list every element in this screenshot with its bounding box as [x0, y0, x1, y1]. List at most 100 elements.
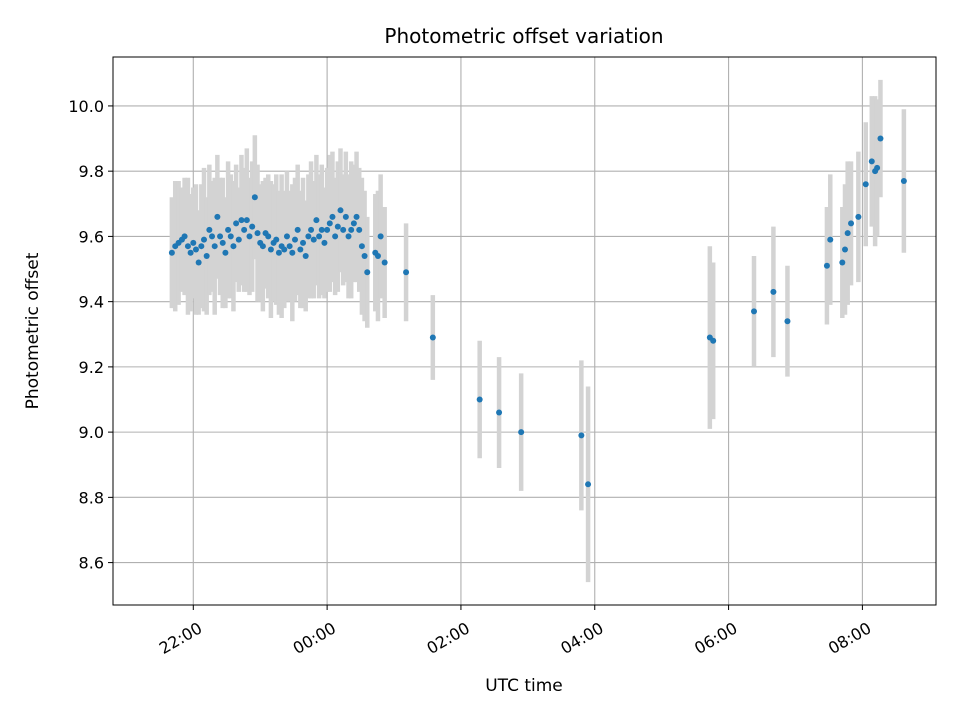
data-point [283, 233, 290, 240]
data-point [190, 239, 197, 246]
data-point [198, 243, 205, 250]
data-point [350, 220, 357, 227]
data-point [900, 177, 907, 184]
y-tick-label: 10.0 [68, 97, 104, 116]
data-point [206, 226, 213, 233]
data-point [361, 252, 368, 259]
data-point [238, 217, 245, 224]
data-point [249, 223, 256, 230]
data-point [168, 249, 175, 256]
data-point [192, 246, 199, 253]
data-point [710, 337, 717, 344]
data-point [374, 252, 381, 259]
data-point [184, 243, 191, 250]
data-point [286, 243, 293, 250]
data-point [345, 233, 352, 240]
data-point [334, 223, 341, 230]
data-point [842, 246, 849, 253]
data-point [211, 243, 218, 250]
data-point [358, 243, 365, 250]
data-point [181, 233, 188, 240]
data-point [259, 243, 266, 250]
data-point [770, 288, 777, 295]
data-point [578, 432, 585, 439]
data-point [332, 233, 339, 240]
data-point [377, 233, 384, 240]
data-point [877, 135, 884, 142]
data-point [318, 226, 325, 233]
data-point [222, 249, 229, 256]
data-point [784, 318, 791, 325]
data-point [230, 243, 237, 250]
data-point [329, 213, 336, 220]
y-tick-label: 9.8 [79, 162, 104, 181]
data-point [235, 236, 242, 243]
data-point [225, 226, 232, 233]
data-point [874, 164, 881, 171]
x-axis-title: UTC time [485, 676, 563, 696]
data-point [233, 220, 240, 227]
data-point [340, 226, 347, 233]
data-point [429, 334, 436, 341]
y-tick-label: 9.4 [79, 293, 104, 312]
data-point [585, 481, 592, 488]
plot-frame [112, 56, 937, 606]
data-point [302, 252, 309, 259]
data-point [868, 158, 875, 165]
data-point [251, 194, 258, 201]
data-point [243, 217, 250, 224]
data-point [844, 230, 851, 237]
data-point [217, 233, 224, 240]
data-point [289, 249, 296, 256]
data-point [348, 226, 355, 233]
data-point [321, 239, 328, 246]
y-axis: 8.6 8.8 9.0 9.2 9.4 9.6 9.8 10.0 [68, 97, 113, 573]
data-point [313, 217, 320, 224]
y-tick-label: 8.6 [79, 554, 104, 573]
data-point [273, 236, 280, 243]
data-point [297, 246, 304, 253]
data-point [316, 233, 323, 240]
data-point [839, 259, 846, 266]
data-point [356, 226, 363, 233]
y-tick-label: 9.0 [79, 423, 104, 442]
data-point [308, 226, 315, 233]
data-point [294, 226, 301, 233]
y-axis-title: Photometric offset [23, 252, 43, 409]
data-point [187, 249, 194, 256]
data-point [827, 236, 834, 243]
data-point [291, 236, 298, 243]
data-point [855, 213, 862, 220]
data-point [751, 308, 758, 315]
data-point [476, 396, 483, 403]
data-point [324, 226, 331, 233]
data-points [168, 135, 907, 488]
data-point [403, 269, 410, 276]
data-point [227, 233, 234, 240]
data-point [823, 262, 830, 269]
data-point [219, 239, 226, 246]
y-tick-label: 9.6 [79, 227, 104, 246]
data-point [848, 220, 855, 227]
data-point [337, 207, 344, 214]
data-point [496, 409, 503, 416]
data-point [326, 220, 333, 227]
data-point [364, 269, 371, 276]
data-point [265, 233, 272, 240]
grid [113, 57, 936, 605]
data-point [241, 226, 248, 233]
data-point [246, 233, 253, 240]
data-point [214, 213, 221, 220]
data-point [275, 249, 282, 256]
data-point [254, 230, 261, 237]
data-point [310, 236, 317, 243]
data-point [305, 233, 312, 240]
data-point [300, 239, 307, 246]
data-point [342, 213, 349, 220]
data-point [267, 246, 274, 253]
data-point [209, 233, 216, 240]
data-point [200, 236, 207, 243]
data-point [353, 213, 360, 220]
data-point [203, 252, 210, 259]
